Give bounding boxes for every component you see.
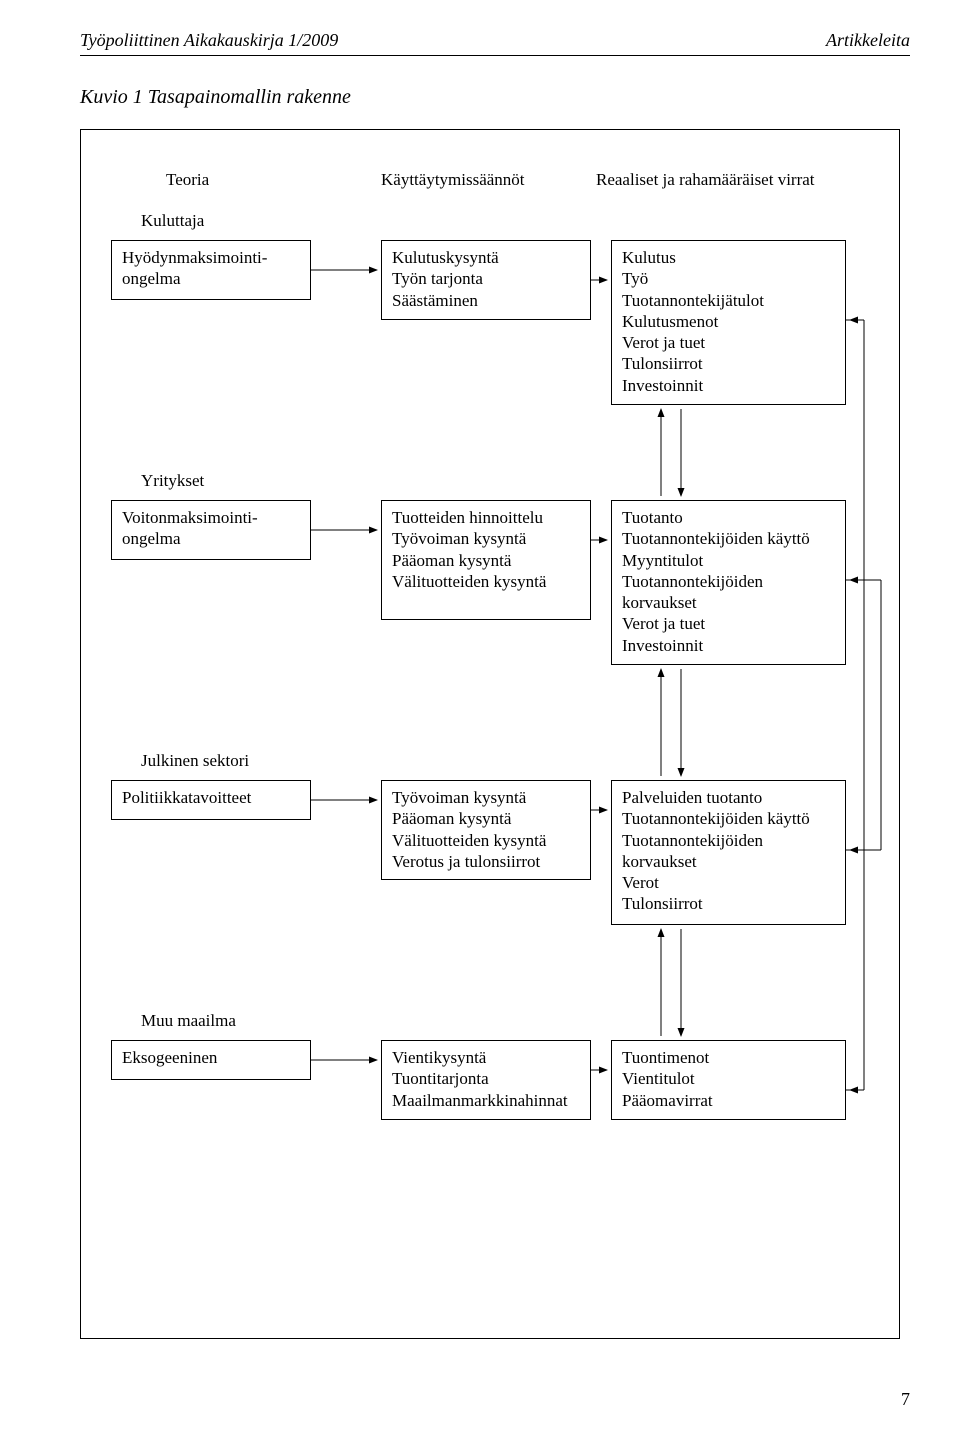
box-text: TuotantoTuotannontekijöiden käyttöMyynti… (622, 508, 810, 655)
box-text: KulutusTyöTuotannontekijätulotKulutusmen… (622, 248, 764, 395)
box-world-right: TuontimenotVientitulotPääomavirrat (611, 1040, 846, 1120)
box-text: VientikysyntäTuontitarjontaMaailmanmarkk… (392, 1048, 568, 1110)
section-title-world: Muu maailma (141, 1010, 236, 1031)
section-title-firms: Yritykset (141, 470, 204, 491)
box-firms-left: Voitonmaksimointi-ongelma (111, 500, 311, 560)
box-public-left: Politiikkatavoitteet (111, 780, 311, 820)
page-number: 7 (901, 1389, 910, 1410)
box-text: Hyödynmaksimointi-ongelma (122, 248, 267, 288)
page-root: Työpoliittinen Aikakauskirja 1/2009 Arti… (0, 0, 960, 1430)
box-text: Tuotteiden hinnoitteluTyövoiman kysyntäP… (392, 508, 546, 591)
box-text: Politiikkatavoitteet (122, 788, 251, 807)
box-text: Työvoiman kysyntäPääoman kysyntäVälituot… (392, 788, 546, 871)
box-text: TuontimenotVientitulotPääomavirrat (622, 1048, 713, 1110)
page-header: Työpoliittinen Aikakauskirja 1/2009 Arti… (80, 30, 910, 51)
box-public-mid: Työvoiman kysyntäPääoman kysyntäVälituot… (381, 780, 591, 880)
box-firms-right: TuotantoTuotannontekijöiden käyttöMyynti… (611, 500, 846, 665)
header-rule (80, 55, 910, 56)
box-firms-mid: Tuotteiden hinnoitteluTyövoiman kysyntäP… (381, 500, 591, 620)
col-header-theory: Teoria (166, 170, 209, 190)
col-header-flows: Reaaliset ja rahamääräiset virrat (596, 170, 815, 190)
figure-title: Kuvio 1 Tasapainomallin rakenne (80, 86, 910, 109)
section-title-consumer: Kuluttaja (141, 210, 204, 231)
diagram-frame: Teoria Käyttäytymissäännöt Reaaliset ja … (80, 129, 900, 1339)
box-text: Eksogeeninen (122, 1048, 217, 1067)
box-consumer-left: Hyödynmaksimointi-ongelma (111, 240, 311, 300)
box-text: Palveluiden tuotantoTuotannontekijöiden … (622, 788, 810, 913)
header-left: Työpoliittinen Aikakauskirja 1/2009 (80, 30, 338, 51)
box-text: KulutuskysyntäTyön tarjontaSäästäminen (392, 248, 499, 310)
section-title-public: Julkinen sektori (141, 750, 249, 771)
box-world-left: Eksogeeninen (111, 1040, 311, 1080)
col-header-rules: Käyttäytymissäännöt (381, 170, 525, 190)
box-public-right: Palveluiden tuotantoTuotannontekijöiden … (611, 780, 846, 925)
box-text: Voitonmaksimointi-ongelma (122, 508, 258, 548)
box-consumer-mid: KulutuskysyntäTyön tarjontaSäästäminen (381, 240, 591, 320)
box-consumer-right: KulutusTyöTuotannontekijätulotKulutusmen… (611, 240, 846, 405)
box-world-mid: VientikysyntäTuontitarjontaMaailmanmarkk… (381, 1040, 591, 1120)
header-right: Artikkeleita (826, 30, 910, 51)
